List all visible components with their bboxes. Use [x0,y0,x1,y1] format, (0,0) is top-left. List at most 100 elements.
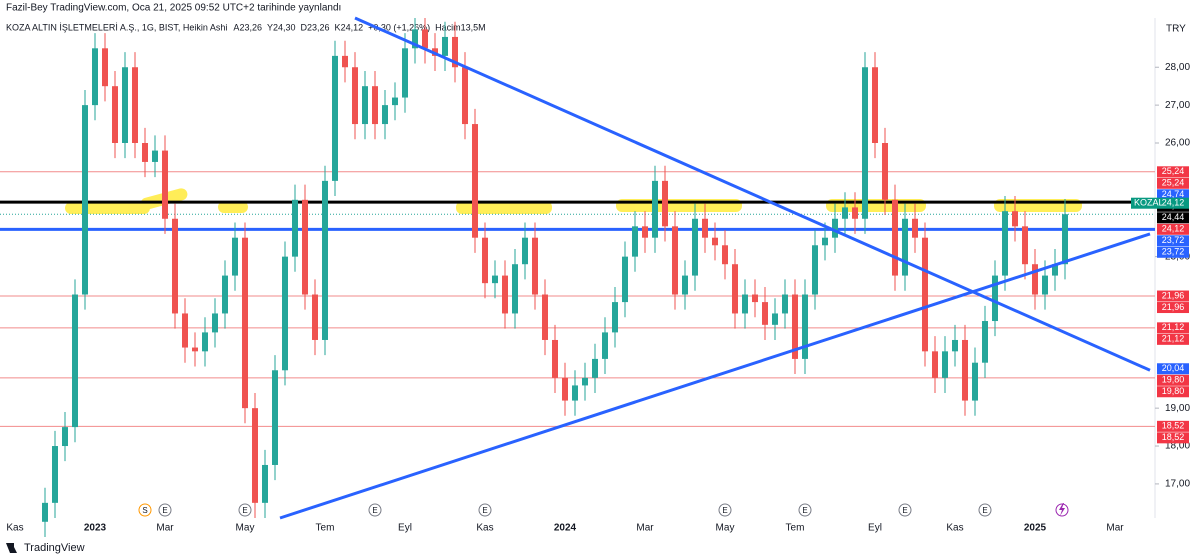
candle-body [862,67,868,219]
x-tick-label: Mar [636,523,654,534]
symbol-label-bg [1131,197,1189,209]
candle-body [1022,226,1028,265]
price-label: 19,80 [1162,375,1185,385]
x-tick-label: Kas [6,523,23,534]
price-label: 24,12 [1162,224,1185,234]
event-marker [718,503,732,517]
price-label: 24,74 [1162,189,1185,199]
y-tick-label: 26,00 [1165,138,1190,149]
event-marker [898,503,912,517]
candle-body [982,321,988,363]
candle-body [122,67,128,143]
x-tick-label: Tem [786,523,805,534]
candle-body [962,339,968,401]
candle-body [72,294,78,428]
event-label: E [902,506,907,515]
candle-body [252,408,258,503]
candle-body [792,294,798,359]
candle-body [842,207,848,219]
candle-body [672,226,678,295]
candle-body [102,48,108,87]
legend-value: 23,26 [307,22,330,32]
event-label: E [372,506,377,515]
candle-body [112,86,118,143]
candle-body [802,294,808,359]
candle-body [322,180,328,340]
candle-body [882,143,888,200]
candle-body [592,358,598,378]
x-tick-label: 2024 [554,523,577,534]
event-label: E [242,506,247,515]
candle-body [132,67,138,143]
candle-body [782,294,788,314]
legend-value: 13,5M [461,22,486,32]
price-label: 21,96 [1162,302,1185,312]
price-label: 18,52 [1162,432,1185,442]
candle-body [952,339,958,352]
event-marker [138,503,152,517]
candle-body [822,237,828,246]
candle-body [632,226,638,257]
price-label-bg [1157,386,1189,398]
candle-body [372,86,378,125]
candle-body [482,237,488,284]
candle-body [742,294,748,314]
candle-body [1032,264,1038,295]
candle-body [1002,211,1008,276]
candle-body [762,302,768,325]
candle-body [722,245,728,265]
candle-body [222,275,228,314]
candle-body [162,150,168,219]
candle-body [62,427,68,447]
candle-body [612,302,618,333]
candle-body [512,264,518,314]
candle-body [892,199,898,276]
price-label: 23,72 [1162,247,1185,257]
candle-body [1052,264,1058,276]
x-tick-label: May [236,523,255,534]
price-label-bg [1157,333,1189,345]
price-label-bg [1157,302,1189,314]
event-label: E [482,506,487,515]
candle-body [412,29,418,49]
candle-body [572,385,578,401]
trendline [279,232,1151,520]
candle-body [922,237,928,352]
highlight [456,201,552,214]
candle-body [532,237,538,295]
candle-body [832,218,838,238]
candle-body [712,237,718,246]
event-label: E [982,506,987,515]
candle-body [462,67,468,125]
price-label-bg [1157,212,1189,224]
candle-body [472,124,478,238]
candle-body [1012,211,1018,227]
brand: TradingView [24,542,85,554]
event-marker [798,503,812,517]
candle-body [552,339,558,378]
legend-value: 24,12 [341,22,364,32]
event-marker [158,503,172,517]
price-label: 21,12 [1162,322,1185,332]
candle-body [282,256,288,371]
candle-body [702,218,708,238]
x-tick-label: Kas [476,523,493,534]
x-tick-label: Eyl [868,523,882,534]
price-label-bg [1157,246,1189,258]
price-label-bg [1157,177,1189,189]
candle-body [242,237,248,409]
price-label: 19,80 [1162,386,1185,396]
trendline [354,16,1151,372]
price-label: 23,72 [1162,235,1185,245]
candle-body [992,275,998,322]
candle-body [202,332,208,352]
event-label: S [142,506,147,515]
candle-body [772,313,778,325]
candle-body [452,36,458,68]
candle-body [422,29,428,49]
candle-body [752,294,758,303]
candle-body [152,150,158,162]
price-label-bg [1157,189,1189,201]
